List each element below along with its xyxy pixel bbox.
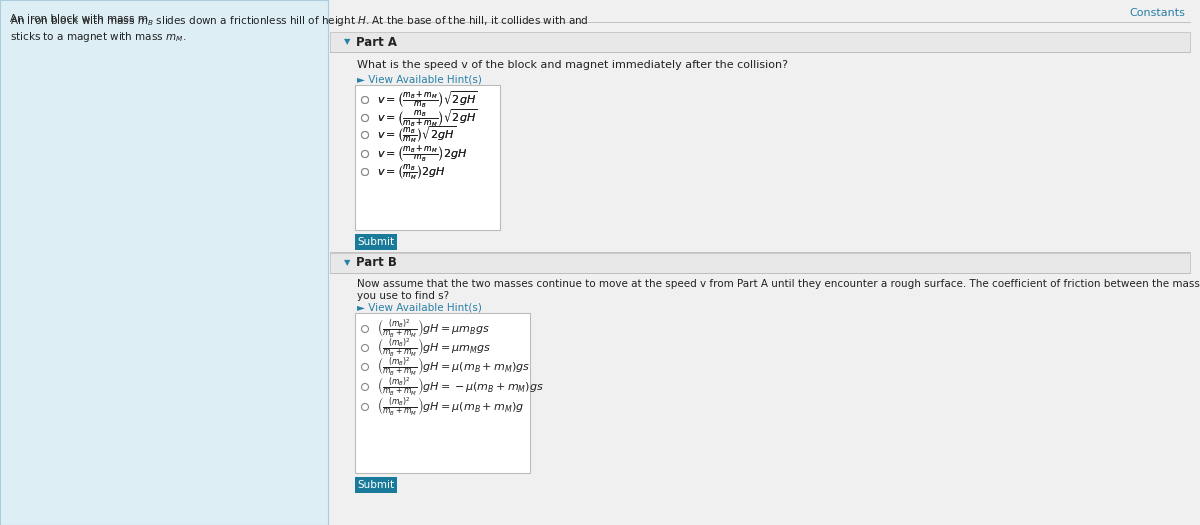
Text: $\left(\frac{(m_B)^2}{m_B+m_M}\right)gH = -\mu(m_B+m_M)gs$: $\left(\frac{(m_B)^2}{m_B+m_M}\right)gH … [377, 376, 544, 398]
Ellipse shape [361, 114, 368, 121]
Text: Part B: Part B [356, 257, 397, 269]
Text: Constants: Constants [1129, 8, 1186, 18]
Ellipse shape [361, 344, 368, 352]
Ellipse shape [361, 169, 368, 175]
Bar [355, 313, 530, 473]
Text: Now assume that the two masses continue to move at the speed v from Part A until: Now assume that the two masses continue … [358, 279, 1200, 301]
Text: An iron block with mass m: An iron block with mass m [10, 14, 148, 24]
Text: $\left(\frac{(m_B)^2}{m_B+m_M}\right)gH = \mu m_B g s$: $\left(\frac{(m_B)^2}{m_B+m_M}\right)gH … [377, 318, 490, 340]
Text: $v = \left(\frac{m_B}{m_M}\right)2gH$: $v = \left(\frac{m_B}{m_M}\right)2gH$ [377, 162, 446, 182]
Text: $v = \left(\frac{m_B}{m_M}\right)\sqrt{2gH}$: $v = \left(\frac{m_B}{m_M}\right)\sqrt{2… [377, 124, 456, 145]
Text: Part A: Part A [356, 36, 397, 48]
Text: An iron block with mass $m_B$ slides down a frictionless hill of height $H$. At : An iron block with mass $m_B$ slides dow… [10, 14, 589, 44]
Bar [330, 253, 1190, 273]
Text: An iron block with mass mB slides down a frictionless hill of height H. At the b: An iron block with mass mB slides down a… [10, 14, 469, 24]
Text: $v = \left(\frac{m_B}{m_B+m_M}\right)\sqrt{2gH}$: $v = \left(\frac{m_B}{m_B+m_M}\right)\sq… [377, 107, 478, 129]
Text: $\left(\frac{(m_B)^2}{m_B+m_M}\right)gH = \mu(m_B+m_M)g$: $\left(\frac{(m_B)^2}{m_B+m_M}\right)gH … [377, 396, 524, 418]
Text: ► View Available Hint(s): ► View Available Hint(s) [358, 74, 482, 84]
Ellipse shape [361, 97, 368, 103]
Text: $v = \left(\frac{m_B+m_M}{m_B}\right)\sqrt{2gH}$: $v = \left(\frac{m_B+m_M}{m_B}\right)\sq… [377, 90, 478, 110]
Text: $\left(\frac{(m_B)^2}{m_B+m_M}\right)gH = \mu(m_B+m_M)gs$: $\left(\frac{(m_B)^2}{m_B+m_M}\right)gH … [377, 356, 530, 378]
Bar [330, 32, 1190, 52]
Ellipse shape [361, 363, 368, 371]
Bar [355, 234, 397, 250]
Text: $v = \left(\frac{m_B}{m_M}\right)\sqrt{2gH}$: $v = \left(\frac{m_B}{m_M}\right)\sqrt{2… [377, 124, 456, 145]
Text: $\left(\frac{(m_B)^2}{m_B+m_M}\right)gH = \mu m_M g s$: $\left(\frac{(m_B)^2}{m_B+m_M}\right)gH … [377, 337, 491, 359]
Bar [355, 477, 397, 493]
Text: $v = \left(\frac{m_B}{m_B+m_M}\right)\sqrt{2gH}$: $v = \left(\frac{m_B}{m_B+m_M}\right)\sq… [377, 107, 478, 129]
Text: $v = \left(\frac{m_B+m_M}{m_B}\right)2gH$: $v = \left(\frac{m_B+m_M}{m_B}\right)2gH… [377, 143, 468, 165]
Text: What is the speed v of the block and magnet immediately after the collision?: What is the speed v of the block and mag… [358, 60, 788, 70]
Bar [0, 0, 328, 525]
Bar [355, 85, 500, 230]
Ellipse shape [361, 383, 368, 391]
Text: Submit: Submit [358, 237, 395, 247]
Text: $v = \left(\frac{m_B+m_M}{m_B}\right)\sqrt{2gH}$: $v = \left(\frac{m_B+m_M}{m_B}\right)\sq… [377, 90, 478, 110]
Text: ► View Available Hint(s): ► View Available Hint(s) [358, 302, 482, 312]
Ellipse shape [361, 151, 368, 158]
Ellipse shape [361, 131, 368, 139]
Ellipse shape [361, 404, 368, 411]
Text: $v = \left(\frac{m_B}{m_M}\right)2gH$: $v = \left(\frac{m_B}{m_M}\right)2gH$ [377, 162, 446, 182]
Text: $v = \left(\frac{m_B+m_M}{m_B}\right)2gH$: $v = \left(\frac{m_B+m_M}{m_B}\right)2gH… [377, 143, 468, 165]
Ellipse shape [361, 326, 368, 332]
Text: Submit: Submit [358, 480, 395, 490]
Text: ▼: ▼ [344, 37, 350, 47]
Text: ▼: ▼ [344, 258, 350, 268]
